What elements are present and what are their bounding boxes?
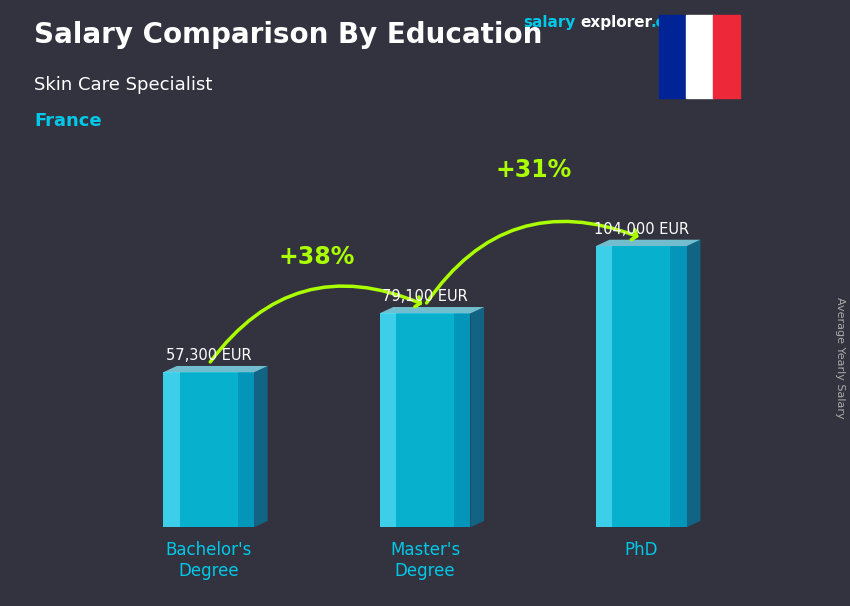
Text: Skin Care Specialist: Skin Care Specialist [34,76,212,94]
Polygon shape [380,307,484,313]
Text: 104,000 EUR: 104,000 EUR [594,222,689,236]
Text: +31%: +31% [495,158,571,182]
Text: Average Yearly Salary: Average Yearly Salary [835,297,845,418]
Text: Salary Comparison By Education: Salary Comparison By Education [34,21,542,49]
Text: 79,100 EUR: 79,100 EUR [382,289,468,304]
Bar [454,313,470,527]
Text: explorer: explorer [581,15,653,30]
Bar [659,15,686,98]
Polygon shape [470,307,484,527]
Text: salary: salary [523,15,575,30]
Bar [163,372,179,527]
Bar [380,313,396,527]
Bar [713,15,740,98]
Bar [163,372,254,527]
Polygon shape [254,366,268,527]
Bar [238,372,254,527]
Text: .com: .com [650,15,691,30]
Bar [671,246,687,527]
Bar [596,246,612,527]
Text: France: France [34,112,102,130]
Bar [380,313,470,527]
Polygon shape [687,240,700,527]
Text: +38%: +38% [279,245,355,268]
Bar [596,246,687,527]
Polygon shape [163,366,268,372]
Text: 57,300 EUR: 57,300 EUR [166,348,252,363]
Bar [686,15,713,98]
Polygon shape [596,240,700,246]
